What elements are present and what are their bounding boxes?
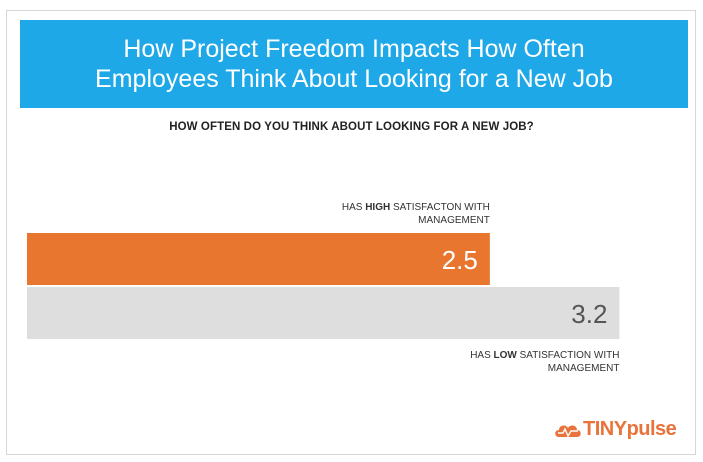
- title-line-2: Employees Think About Looking for a New …: [95, 65, 613, 93]
- value-label-1: 3.2: [571, 299, 607, 329]
- category-label-1-line1: HAS LOW SATISFACTION WITH: [470, 350, 619, 361]
- logo-text-tiny: TINY: [583, 418, 627, 440]
- bar-1: [27, 287, 620, 339]
- category-label-1-line2: MANAGEMENT: [548, 363, 620, 374]
- value-label-0: 2.5: [442, 245, 478, 275]
- pulse-cloud-icon: [555, 425, 581, 438]
- category-label-0-line1: HAS HIGH SATISFACTON WITH: [342, 202, 490, 213]
- survey-question: HOW OFTEN DO YOU THINK ABOUT LOOKING FOR…: [169, 121, 534, 133]
- logo-text-pulse: pulse: [626, 418, 677, 440]
- bar-0: [27, 233, 490, 285]
- category-label-0-line2: MANAGEMENT: [418, 215, 490, 226]
- tinypulse-logo: TINY pulse: [553, 418, 677, 441]
- chart-header: How Project Freedom Impacts How Often Em…: [20, 20, 688, 108]
- title-line-1: How Project Freedom Impacts How Often: [123, 35, 585, 63]
